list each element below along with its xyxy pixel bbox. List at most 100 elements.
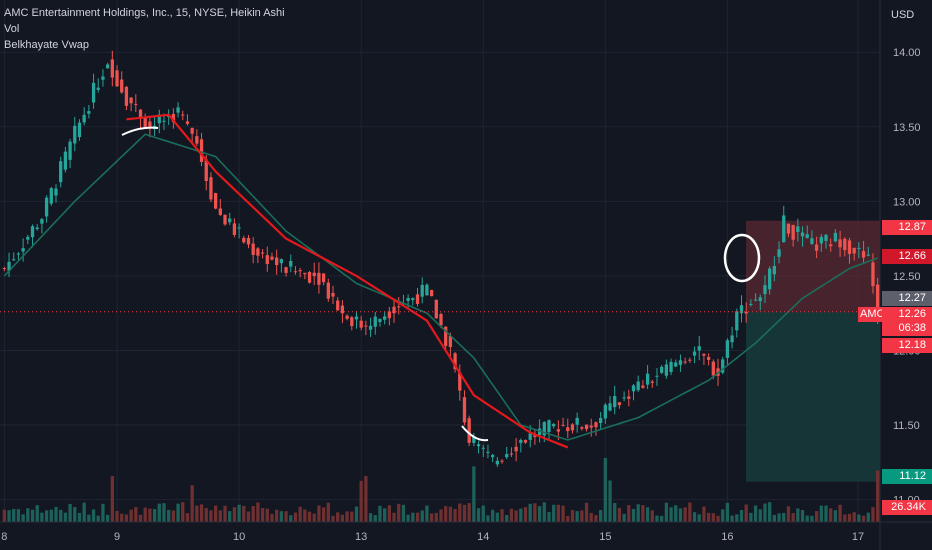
y-tick-label: 14.00 [893, 47, 921, 59]
volume-bar [373, 515, 377, 522]
candle [566, 418, 570, 439]
volume-bar [575, 511, 579, 522]
candle-body [453, 353, 457, 370]
candle-body [331, 292, 335, 297]
volume-bar [556, 504, 561, 522]
volume-bar [167, 509, 171, 522]
volume-bar [218, 510, 222, 522]
y-tick-label: 13.50 [893, 122, 921, 134]
candle [467, 415, 471, 447]
candle [284, 266, 288, 277]
candle-body [472, 436, 476, 443]
candle [725, 338, 730, 365]
candle [110, 50, 114, 87]
volume-bar [866, 512, 870, 522]
volume-bar [584, 502, 589, 522]
volume-bar [669, 507, 673, 522]
symbol-label: AMC [858, 307, 885, 322]
indicator-volume-label[interactable]: Vol [4, 23, 20, 35]
currency-label[interactable]: USD [891, 9, 915, 21]
candle-body [185, 121, 190, 124]
volume-bar [120, 513, 124, 522]
candle [688, 357, 692, 363]
candle-body [669, 361, 673, 373]
volume-bar [293, 512, 298, 522]
candle [91, 73, 96, 109]
candle-body [711, 361, 715, 376]
candle [636, 375, 640, 393]
volume-bar [378, 505, 382, 522]
moving-average-line [3, 133, 878, 441]
candle [354, 311, 359, 329]
volume-bar [683, 507, 687, 522]
candle-body [847, 240, 852, 254]
volume-bar [566, 515, 570, 522]
volume-bar [12, 509, 16, 522]
candle [336, 297, 340, 311]
candle-body [326, 282, 330, 299]
candle-body [44, 197, 49, 217]
volume-bar [298, 506, 302, 522]
candle [627, 389, 631, 407]
candle-body [622, 397, 626, 399]
volume-bar [476, 508, 481, 522]
volume-bar [331, 515, 335, 522]
candle-body [613, 396, 617, 408]
volume-bar [763, 503, 767, 522]
volume-bar [627, 505, 631, 522]
volume-bar [77, 512, 82, 522]
candle-body [697, 346, 701, 351]
candle-body [406, 298, 410, 301]
volume-bar [157, 503, 161, 522]
candle [340, 300, 345, 324]
candle-body [819, 236, 823, 244]
candle-body [190, 127, 194, 134]
candle-body [195, 136, 199, 144]
indicator-vwap-label[interactable]: Belkhayate Vwap [4, 39, 89, 51]
candle [805, 225, 809, 239]
candle [40, 218, 44, 234]
candle [209, 172, 213, 203]
volume-bar [871, 507, 875, 522]
candle-body [768, 268, 772, 290]
volume-bar [462, 504, 467, 522]
candle [458, 364, 462, 401]
volume-bar [105, 514, 110, 522]
candle-body [82, 114, 86, 123]
candle-body [256, 248, 260, 256]
volume-bar [796, 508, 800, 522]
candle [307, 270, 312, 284]
chart-legend: AMC Entertainment Holdings, Inc., 15, NY… [4, 5, 285, 53]
volume-bar [721, 509, 725, 522]
volume-bar [185, 513, 190, 522]
candle [392, 298, 396, 323]
candle [237, 223, 241, 239]
volume-bar [124, 514, 129, 522]
candle-body [162, 120, 166, 122]
candle-body [749, 304, 753, 306]
candle-body [251, 243, 255, 255]
volume-bar [641, 505, 645, 522]
volume-bar [744, 504, 748, 522]
candle [617, 401, 622, 409]
candle [847, 237, 852, 264]
last-close-label: 12.27 [882, 291, 932, 306]
candle-body [218, 208, 222, 215]
candle-body [312, 272, 316, 277]
candle [669, 358, 673, 376]
volume-bar [148, 508, 152, 522]
volume-bar [321, 507, 326, 522]
volume-bar [364, 476, 368, 522]
candle-body [542, 422, 546, 436]
candle-body [275, 257, 279, 266]
candle [275, 249, 279, 275]
volume-bar [444, 506, 448, 522]
candle-body [124, 86, 129, 106]
volume-bar [49, 509, 53, 522]
volume-bar [589, 512, 593, 522]
candle [777, 241, 781, 264]
volume-bar [805, 515, 809, 522]
volume-bar [143, 507, 147, 522]
